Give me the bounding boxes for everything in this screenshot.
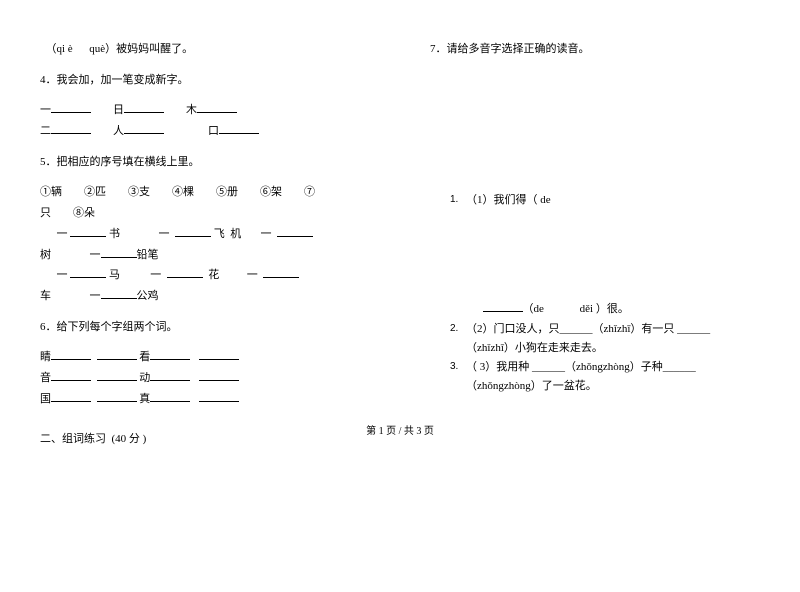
- q3-tail-text: （qi è què）被妈妈叫醒了。: [46, 43, 194, 55]
- q6-r3-a: 国: [40, 393, 51, 405]
- q6-r2-a: 音: [40, 372, 51, 384]
- q7-1a: （1）我们得（ de: [466, 191, 740, 210]
- q7-1b-text: （de děi ）很。: [466, 300, 740, 319]
- q5-row4: 车 一公鸡: [40, 287, 380, 306]
- left-column: （qi è què）被妈妈叫醒了。 4．我会加，加一笔变成新字。 一 日 木 二…: [40, 40, 410, 451]
- blank: [197, 101, 237, 113]
- blank: [199, 369, 239, 381]
- list-index: [450, 300, 466, 319]
- q5-r4-a: 车: [40, 290, 51, 302]
- q4-title: 4．我会加，加一笔变成新字。: [40, 71, 380, 90]
- q4-r1-b: 日: [113, 104, 124, 116]
- q7-list-2: （de děi ）很。 2. （2）门口没人，只______（zhǐzhī）有一…: [430, 300, 740, 396]
- blank: [51, 122, 91, 134]
- page-footer: 第 1 页 / 共 3 页: [0, 422, 800, 437]
- list-index: 3.: [450, 358, 466, 395]
- q6-row2: 音 动: [40, 369, 380, 388]
- list-index: 2.: [450, 320, 466, 357]
- q5-r3-b: 花: [208, 269, 219, 281]
- q5-row2: 树 一铅笔: [40, 246, 380, 265]
- q4-r2-a: 二: [40, 125, 51, 137]
- q5-title: 5．把相应的序号填在横线上里。: [40, 153, 380, 172]
- q6-row1: 睛 看: [40, 348, 380, 367]
- blank: [51, 348, 91, 360]
- blank: [51, 101, 91, 113]
- blank: [277, 225, 313, 237]
- q7-item-1b: （de děi ）很。: [450, 300, 740, 319]
- q5-opts1: ①辆 ②匹 ③支 ④棵 ⑤册 ⑥架 ⑦: [40, 183, 380, 202]
- page: （qi è què）被妈妈叫醒了。 4．我会加，加一笔变成新字。 一 日 木 二…: [0, 0, 800, 481]
- blank: [150, 390, 190, 402]
- blank: [97, 369, 137, 381]
- list-index: 1.: [450, 191, 466, 210]
- right-column: 7．请给多音字选择正确的读音。 1. （1）我们得（ de （de děi ）很…: [410, 40, 740, 451]
- blank: [150, 369, 190, 381]
- blank: [101, 246, 137, 258]
- q6-row3: 国 真: [40, 390, 380, 409]
- blank: [219, 122, 259, 134]
- q4-row2: 二 人 口: [40, 122, 380, 141]
- blank: [97, 348, 137, 360]
- q5-r2-b: 铅笔: [137, 249, 159, 261]
- q7-3: （ 3）我用种 ______（zhǒngzhòng）子种______（zhǒng…: [466, 358, 740, 395]
- blank: [97, 390, 137, 402]
- q4-row1: 一 日 木: [40, 101, 380, 120]
- blank: [199, 390, 239, 402]
- blank: [167, 266, 203, 278]
- q6-r1-a: 睛: [40, 351, 51, 363]
- q7-title: 7．请给多音字选择正确的读音。: [430, 40, 740, 59]
- q5-row1: 一 书 一 飞 机 一: [40, 225, 380, 244]
- q7-item-1: 1. （1）我们得（ de: [450, 191, 740, 210]
- blank: [175, 225, 211, 237]
- q5-r4-b: 公鸡: [137, 290, 159, 302]
- q7-list: 1. （1）我们得（ de: [430, 191, 740, 211]
- blank: [70, 266, 106, 278]
- blank: [124, 101, 164, 113]
- q6-r2-b: 动: [139, 372, 150, 384]
- q3-tail: （qi è què）被妈妈叫醒了。: [40, 40, 380, 59]
- q4-r1-c: 木: [186, 104, 197, 116]
- q7-item-2: 2. （2）门口没人，只______（zhǐzhī）有一只 ______（zhǐ…: [450, 320, 740, 357]
- q7-1b: （de děi ）很。: [523, 303, 629, 315]
- blank: [124, 122, 164, 134]
- blank: [70, 225, 106, 237]
- blank: [483, 300, 523, 312]
- blank: [150, 348, 190, 360]
- blank: [263, 266, 299, 278]
- blank: [51, 390, 91, 402]
- q5-r1-b: 飞 机: [214, 228, 242, 240]
- q7-2: （2）门口没人，只______（zhǐzhī）有一只 ______（zhǐzhī…: [466, 320, 740, 357]
- q6-title: 6．给下列每个字组两个词。: [40, 318, 380, 337]
- q4-r1-a: 一: [40, 104, 51, 116]
- q7-item-3: 3. （ 3）我用种 ______（zhǒngzhòng）子种______（zh…: [450, 358, 740, 395]
- q5-r1-a: 书: [109, 228, 120, 240]
- q5-opts2: 只 ⑧朵: [40, 204, 380, 223]
- q5-row3: 一 马 一 花 一: [40, 266, 380, 285]
- q4-r2-c: 口: [208, 125, 219, 137]
- q6-r1-b: 看: [139, 351, 150, 363]
- q5-r2-a: 树: [40, 249, 51, 261]
- blank: [199, 348, 239, 360]
- q5-r3-a: 马: [109, 269, 120, 281]
- blank: [51, 369, 91, 381]
- q6-r3-b: 真: [139, 393, 150, 405]
- q4-r2-b: 人: [113, 125, 124, 137]
- blank: [101, 287, 137, 299]
